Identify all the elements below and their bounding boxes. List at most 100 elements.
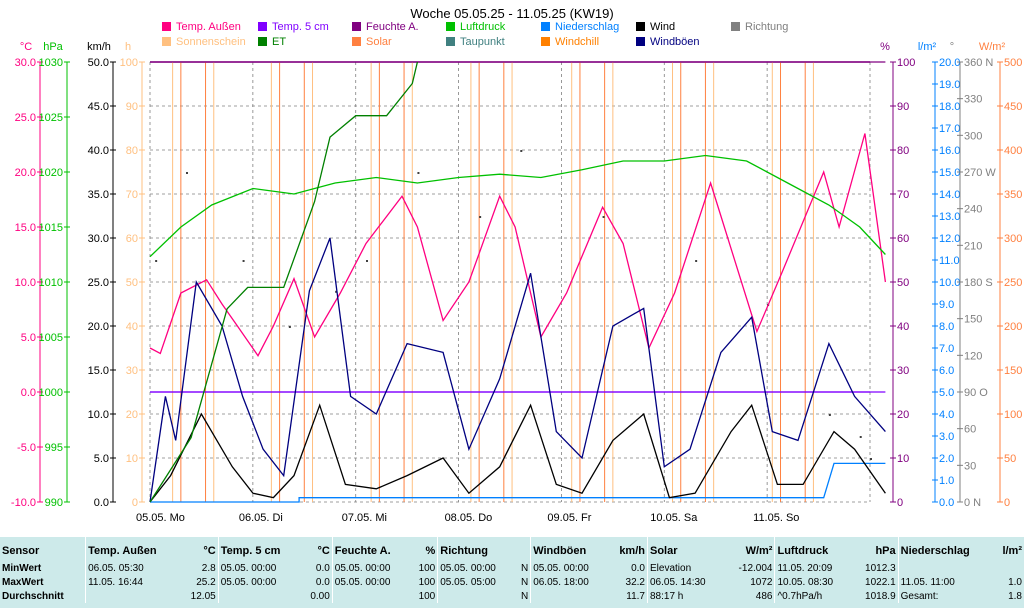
axis-tick-label: 100 <box>120 57 138 69</box>
cell-value: N <box>520 590 529 602</box>
legend-label: Luftdruck <box>460 21 506 33</box>
x-tick-label: 09.05. Fr <box>547 512 591 524</box>
axis-tick-label: 12.0 <box>939 233 960 245</box>
axis-tick-label: 4.0 <box>939 409 954 421</box>
axis-tick-label: 0.0 <box>94 497 109 509</box>
axis-tick-label: 16.0 <box>939 145 960 157</box>
header-niederschlag-unit: l/m² <box>1002 545 1022 557</box>
legend-swatch <box>636 37 645 46</box>
axis-tick-label: 990 <box>45 497 63 509</box>
stats-header-row: Sensor Temp. Außen °C Temp. 5 cm °C Feuc… <box>0 537 1024 561</box>
cell-value: 0.00 <box>310 590 330 602</box>
axis-unit-label: % <box>880 41 890 53</box>
axis-tick-label: 300 <box>964 130 982 142</box>
axis-tick-label: 120 <box>964 350 982 362</box>
cell-date <box>437 589 516 603</box>
axis-tick-label: 11.0 <box>939 255 960 267</box>
header-feuchte-unit: % <box>425 545 436 557</box>
axis-tick-label: 19.0 <box>939 79 960 91</box>
cell-date: 11.05. 20:09 <box>774 561 853 575</box>
legend-swatch <box>352 22 361 31</box>
axis-tick-label: 0.0 <box>939 497 954 509</box>
axis-tick-label: -5.0 <box>17 442 36 454</box>
richtung-dot <box>155 260 158 262</box>
axis-tick-label: 1005 <box>39 332 63 344</box>
legend-swatch <box>162 37 171 46</box>
cell-date: 05.05. 00:00 <box>217 561 302 575</box>
axis-tick-label: 450 <box>1004 101 1022 113</box>
legend-swatch <box>446 22 455 31</box>
cell-value: 32.2 <box>625 576 645 588</box>
cell-value: 0.0 <box>315 562 330 574</box>
cell-date: 05.05. 00:00 <box>331 575 411 589</box>
row-label: MaxWert <box>2 576 44 588</box>
cell-date: 06.05. 14:30 <box>647 575 726 589</box>
x-tick-label: 08.05. Do <box>445 512 493 524</box>
axis-tick-label: 70 <box>897 189 909 201</box>
cell-value: 1018.9 <box>865 590 896 602</box>
cell-value: N <box>520 562 529 574</box>
legend-label: Temp. Außen <box>176 21 241 33</box>
row-label: Durchschnitt <box>2 590 64 602</box>
axis-tick-label: 210 <box>964 240 982 252</box>
legend-label: ET <box>272 36 286 48</box>
cell-date <box>217 589 302 603</box>
axis-tick-label: 10.0 <box>15 277 36 289</box>
legend-label: Windböen <box>650 36 700 48</box>
cell-value: 486 <box>755 590 773 602</box>
header-windboeen: Windböen <box>530 537 609 561</box>
axis-tick-label: 5.0 <box>939 387 954 399</box>
cell-date <box>85 589 180 603</box>
richtung-dot <box>335 290 338 293</box>
stats-row-max: MaxWert 11.05. 16:44 25.2 05.05. 00:00 0… <box>0 575 1024 589</box>
cell-date: 05.05. 00:00 <box>331 561 411 575</box>
axis-tick-label: 330 <box>964 94 982 106</box>
legend-label: Windchill <box>555 36 599 48</box>
header-solar-unit: W/m² <box>745 545 773 557</box>
axis-tick-label: 25.0 <box>15 112 36 124</box>
axis-tick-label: 10.0 <box>939 277 960 289</box>
legend-swatch <box>258 37 267 46</box>
x-tick-label: 06.05. Di <box>239 512 283 524</box>
richtung-dot <box>828 414 831 416</box>
axis-tick-label: 10.0 <box>88 409 109 421</box>
x-tick-label: 10.05. Sa <box>650 512 698 524</box>
legend-label: Niederschlag <box>555 21 619 33</box>
legend-swatch <box>162 22 171 31</box>
header-richtung-unit <box>516 537 531 561</box>
series-line <box>149 237 886 503</box>
axis-tick-label: 30 <box>964 460 976 472</box>
header-temp-5cm: Temp. 5 cm <box>217 537 302 561</box>
cell-date: 05.05. 05:00 <box>437 575 516 589</box>
axis-tick-label: 1030 <box>39 57 63 69</box>
axis-tick-label: 5.0 <box>94 453 109 465</box>
axis-tick-label: 1015 <box>39 222 63 234</box>
cell-value: 0.0 <box>631 562 645 574</box>
axis-unit-label: °C <box>20 41 32 53</box>
header-temp-aussen-unit: °C <box>203 545 216 557</box>
cell-date: Elevation <box>647 561 726 575</box>
legend: Temp. Außen Temp. 5 cm Feuchte A. Luftdruck… <box>162 21 788 48</box>
cell-value: 11.7 <box>626 590 645 602</box>
axis-tick-label: 90 O <box>964 387 988 399</box>
axis-tick-label: -10.0 <box>11 497 36 509</box>
axis-tick-label: 270 W <box>964 167 996 179</box>
cell-date: 05.05. 00:00 <box>217 575 302 589</box>
cell-value: 1022.1 <box>865 576 896 588</box>
axis-tick-label: 50 <box>897 277 909 289</box>
x-tick-label: 05.05. Mo <box>136 512 185 524</box>
axis-unit-label: l/m² <box>918 41 937 53</box>
x-tick-label: 11.05. So <box>753 512 799 524</box>
cell-value: -12.004 <box>738 562 773 574</box>
legend-swatch <box>731 22 740 31</box>
axis-tick-label: 25.0 <box>88 277 109 289</box>
axis-tick-label: 30.0 <box>15 57 36 69</box>
legend-label: Sonnenschein <box>176 36 246 48</box>
cell-value: 1012.3 <box>865 562 896 574</box>
legend-label: Temp. 5 cm <box>272 21 329 33</box>
header-feuchte: Feuchte A. <box>331 537 411 561</box>
stats-row-avg: Durchschnitt 12.05 0.00 100 N 11.7 88:17… <box>0 589 1024 603</box>
legend-swatch <box>446 37 455 46</box>
axis-unit-label: h <box>125 41 131 53</box>
axis-tick-label: 300 <box>1004 233 1022 245</box>
